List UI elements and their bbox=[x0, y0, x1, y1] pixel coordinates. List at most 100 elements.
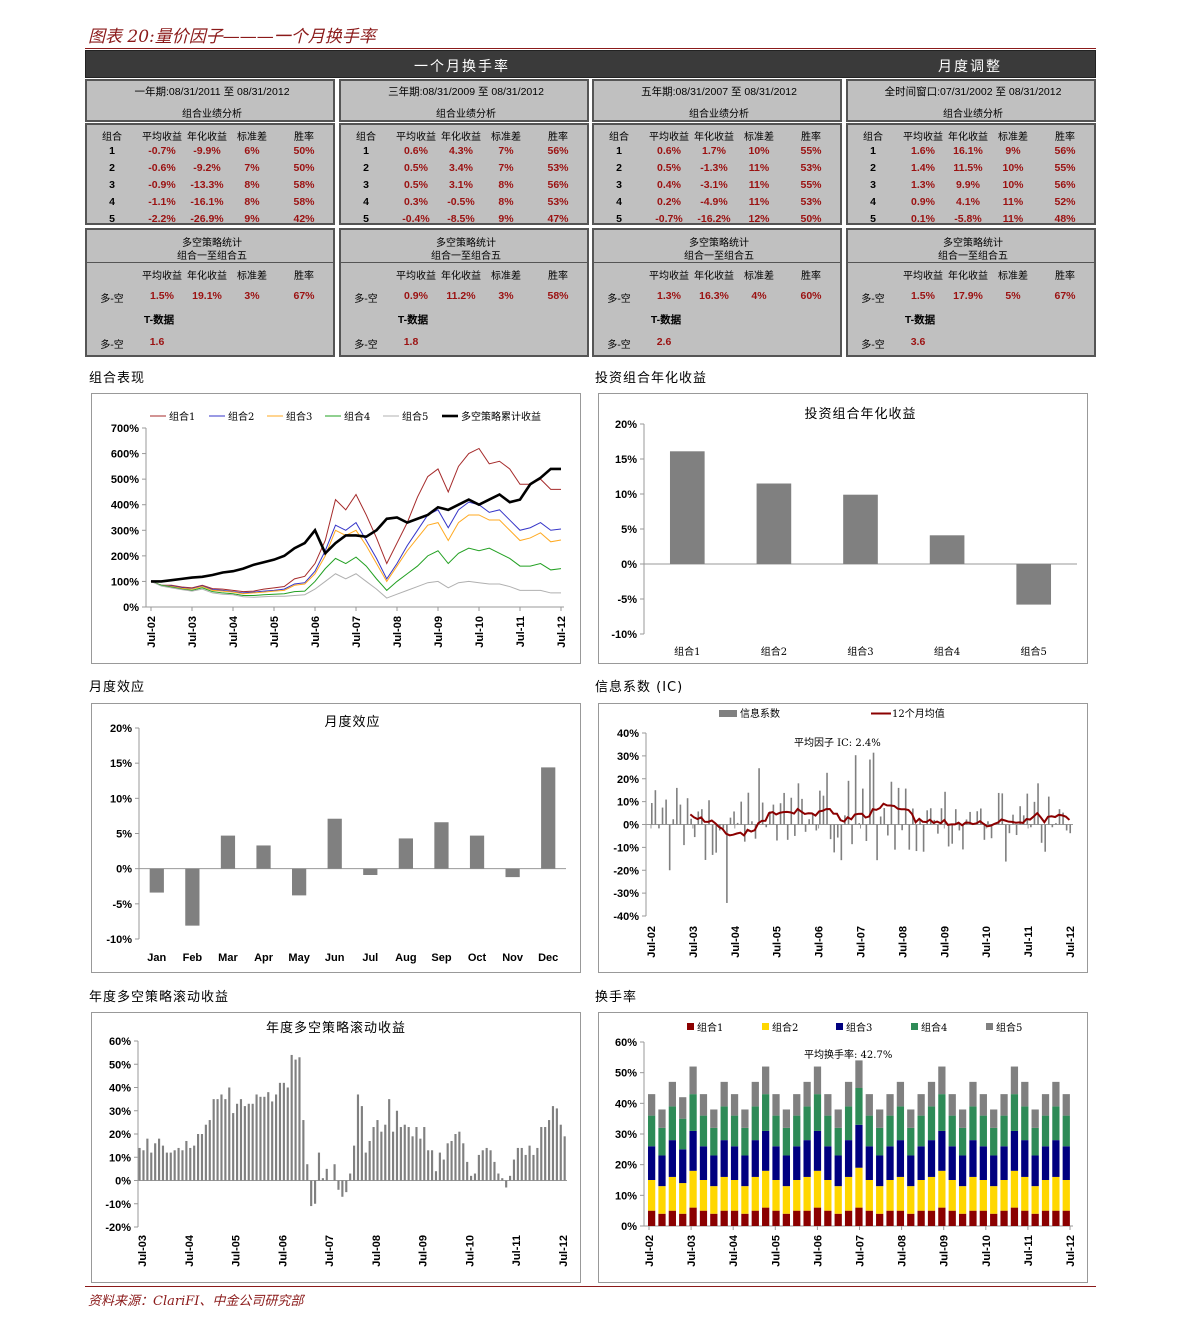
bar bbox=[364, 1152, 367, 1181]
portfolio-number: 1 bbox=[109, 145, 115, 157]
bar bbox=[481, 1150, 484, 1181]
ic-bar bbox=[1065, 824, 1068, 831]
ic-bar bbox=[1051, 824, 1054, 828]
stacked-bar-segment-2 bbox=[741, 1186, 749, 1214]
legend-swatch bbox=[911, 1023, 918, 1030]
stat-value: -13.3% bbox=[190, 179, 224, 191]
stacked-bar-segment-3 bbox=[1000, 1146, 1008, 1180]
category-label: Aug bbox=[395, 952, 416, 964]
stacked-bar-segment-2 bbox=[1000, 1180, 1008, 1211]
column-header: 胜率 bbox=[801, 132, 821, 143]
legend-label: 组合1 bbox=[169, 410, 195, 423]
stacked-bar-segment-3 bbox=[813, 1130, 822, 1171]
y-tick-label: 50% bbox=[109, 1059, 131, 1071]
ic-bar bbox=[754, 824, 757, 839]
bar bbox=[376, 1120, 379, 1181]
stacked-bar-segment-5 bbox=[958, 1109, 967, 1128]
table-header-bar: 一个月换手率 月度调整 bbox=[85, 50, 1096, 78]
stacked-bar-segment-1 bbox=[990, 1213, 998, 1226]
bar bbox=[419, 1138, 422, 1181]
bar bbox=[516, 1147, 519, 1181]
ic-bar bbox=[854, 755, 857, 825]
ic-chart: -40% -30% -20% -10% 0% 10% 20% 30% 40% Jul-02 Jul-… bbox=[598, 703, 1088, 973]
section-label-monthly-effect: 月度效应 bbox=[89, 680, 146, 695]
x-tick-label: Jul-03 bbox=[688, 926, 700, 958]
legend-label: 组合3 bbox=[286, 410, 312, 423]
legend-label: 组合1 bbox=[697, 1021, 723, 1034]
bar bbox=[208, 1120, 211, 1181]
stacked-bar-segment-1 bbox=[668, 1210, 676, 1226]
stacked-bar-segment-4 bbox=[648, 1115, 656, 1147]
t-stat-value: 1.6 bbox=[149, 336, 165, 348]
ic-bar bbox=[751, 821, 753, 825]
stacked-bar-segment-3 bbox=[990, 1155, 998, 1187]
stacked-bar-segment-1 bbox=[658, 1213, 666, 1226]
stacked-bar-segment-5 bbox=[990, 1109, 998, 1128]
ic-bar bbox=[776, 824, 778, 841]
stacked-bar-segment-1 bbox=[772, 1210, 780, 1226]
stacked-bar-segment-4 bbox=[1052, 1106, 1060, 1141]
series-line-5 bbox=[150, 573, 561, 599]
stacked-bar-segment-1 bbox=[803, 1210, 811, 1226]
ic-bar bbox=[983, 824, 986, 840]
stacked-bar-segment-4 bbox=[907, 1127, 915, 1156]
bar bbox=[473, 1173, 477, 1181]
stat-value: 53% bbox=[547, 162, 569, 174]
period-subtitle: 组合业绩分析 bbox=[689, 109, 749, 120]
legend-label: 组合5 bbox=[402, 410, 428, 423]
period-label: 五年期:08/31/2007 至 08/31/2012 bbox=[641, 86, 797, 98]
stacked-bar-segment-2 bbox=[648, 1180, 656, 1211]
series-line-1 bbox=[150, 447, 561, 593]
ic-bar bbox=[708, 800, 710, 825]
stat-value: 10% bbox=[748, 145, 770, 157]
stat-value: 8% bbox=[244, 179, 260, 191]
bar bbox=[380, 1131, 383, 1181]
stat-value: 56% bbox=[1054, 145, 1076, 157]
ic-bar bbox=[811, 813, 814, 825]
bar bbox=[267, 1092, 270, 1181]
ic-bar bbox=[1033, 801, 1036, 825]
stacked-bar-segment-2 bbox=[782, 1186, 791, 1214]
ic-bar bbox=[779, 803, 782, 825]
y-tick-label: 40% bbox=[617, 728, 639, 740]
stacked-bar-segment-5 bbox=[1052, 1081, 1060, 1107]
column-header: 组合 bbox=[102, 132, 122, 143]
y-tick-label: -10% bbox=[613, 842, 639, 854]
long-short-value: 5% bbox=[1005, 290, 1021, 302]
stacked-bar-segment-3 bbox=[699, 1146, 708, 1180]
x-tick-label: Jul-07 bbox=[351, 616, 363, 648]
ic-bar bbox=[997, 792, 1000, 825]
long-short-stats: 多空策略统计 组合一至组合五 平均收益 年化收益 标准差 胜率 多-空 1.5% 19.1% 3%… bbox=[85, 228, 335, 357]
t-stat-label: T-数据 bbox=[397, 314, 429, 326]
stat-value: 7% bbox=[498, 162, 514, 174]
ic-bar bbox=[808, 819, 810, 825]
long-short-title: 多空策略统计 bbox=[943, 238, 1003, 249]
ic-bar bbox=[790, 797, 793, 825]
x-tick-label: Jul-02 bbox=[644, 1235, 656, 1267]
ic-bar bbox=[736, 822, 739, 825]
long-short-value: 11.2% bbox=[446, 290, 476, 302]
period-label: 全时间窗口:07/31/2002 至 08/31/2012 bbox=[884, 86, 1062, 98]
ic-bar bbox=[947, 824, 950, 847]
legend-label: 12个月均值 bbox=[892, 707, 945, 720]
bar bbox=[438, 1152, 441, 1181]
t-stat-label: T-数据 bbox=[904, 314, 936, 326]
row-label: 多-空 bbox=[100, 294, 124, 305]
stacked-bar-segment-4 bbox=[730, 1115, 739, 1147]
y-tick-label: 700% bbox=[111, 423, 139, 435]
stat-value: 58% bbox=[293, 179, 315, 191]
column-header: 平均收益 bbox=[396, 271, 436, 282]
annualized-return-chart: -10% -5% 0% 5% 10% 15% 20% 投资组合年化收益 组合1 组合2 组合3 组合4… bbox=[598, 393, 1088, 664]
section-label-ic: 信息系数 (IC) bbox=[595, 680, 684, 695]
bar bbox=[551, 1106, 555, 1181]
bar bbox=[450, 1140, 453, 1181]
stacked-bar-segment-1 bbox=[844, 1210, 853, 1226]
series-line-2 bbox=[150, 501, 562, 594]
stacked-bar-segment-3 bbox=[1031, 1155, 1039, 1187]
category-label: Feb bbox=[183, 952, 203, 964]
stat-value: 7% bbox=[498, 145, 514, 157]
bar bbox=[532, 1154, 535, 1181]
stacked-bar-segment-2 bbox=[855, 1167, 863, 1208]
bar bbox=[306, 1164, 309, 1181]
stacked-bar-segment-5 bbox=[782, 1109, 791, 1128]
